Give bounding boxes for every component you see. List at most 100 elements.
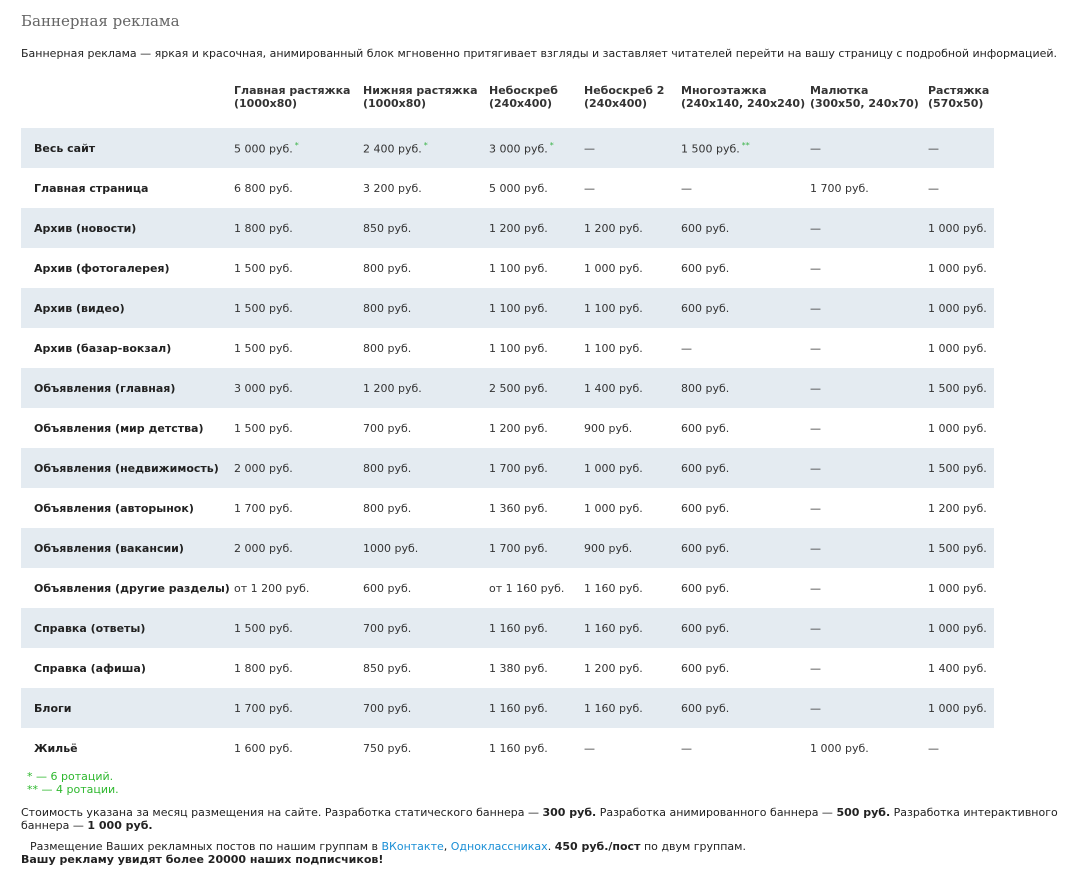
row-label: Архив (видео) [21, 288, 234, 328]
price-cell: 1 800 руб. [234, 208, 363, 248]
price-cell: — [810, 421, 821, 435]
table-row: Справка (ответы) 1 500 руб. 700 руб. 1 160 … [21, 608, 994, 648]
table-row: Архив (фотогалерея) 1 500 руб. 800 руб. 1 1… [21, 248, 994, 288]
price: 1 500 руб. [681, 142, 740, 156]
group-link[interactable]: ВКонтакте [381, 840, 444, 853]
price-emphasis: 450 руб./пост [554, 840, 641, 853]
price-cell: 700 руб. [363, 688, 489, 728]
row-label: Объявления (вакансии) [21, 528, 234, 568]
table-row: Жильё 1 600 руб. 750 руб. 1 160 руб. — — 1 000… [21, 728, 994, 768]
column-size: (1000x80) [363, 97, 427, 110]
row-label: Объявления (другие разделы) [34, 581, 230, 595]
price-cell: 1 000 руб. [810, 741, 869, 755]
price-cell: 1 000 руб. [584, 501, 643, 515]
table-row: Архив (базар-вокзал) 1 500 руб. 800 руб. 1 … [21, 328, 994, 368]
price-cell: — [584, 741, 595, 755]
price-cell: 1 700 руб. [489, 528, 584, 568]
price-cell: 1 500 руб. [928, 528, 994, 568]
price-cell: 850 руб. [363, 661, 412, 675]
price-cell: 600 руб. [681, 501, 730, 515]
price-cell: — [928, 128, 994, 168]
price-cell: — [810, 261, 821, 275]
price-cell: 1 400 руб. [584, 368, 681, 408]
column-size: (240x140, 240x240) [681, 97, 806, 110]
price-cell: — [810, 661, 821, 675]
price-cell: 1 700 руб. [234, 688, 363, 728]
price-emphasis: 1 000 руб. [87, 819, 153, 832]
text-part: по двум группам. [640, 840, 746, 853]
price-cell: 600 руб. [681, 661, 730, 675]
price-cell: 1 500 руб. ** [681, 128, 810, 168]
row-label: Справка (ответы) [21, 608, 234, 648]
row-label: Справка (афиша) [34, 661, 146, 675]
table-row: Весь сайт 5 000 руб. * 2 400 руб. * 3 000 руб… [21, 128, 994, 168]
price-cell: 800 руб. [363, 448, 489, 488]
price-cell: 2 000 руб. [234, 448, 363, 488]
price-cell: 1 500 руб. [234, 288, 363, 328]
price-cell: 1 160 руб. [489, 608, 584, 648]
table-row: Архив (видео) 1 500 руб. 800 руб. 1 100 руб… [21, 288, 994, 328]
column-name: Многоэтажка [681, 84, 767, 97]
table-row: Объявления (другие разделы) от 1 200 руб.… [21, 568, 994, 608]
rotation-mark: * [423, 140, 428, 150]
column-header: Главная растяжка (1000x80) [234, 78, 363, 128]
price-cell: 750 руб. [363, 741, 412, 755]
table-row: Объявления (авторынок) 1 700 руб. 800 руб.… [21, 488, 994, 528]
table-row: Объявления (недвижимость) 2 000 руб. 800 р… [21, 448, 994, 488]
price-cell: 1 500 руб. [234, 341, 293, 355]
column-header: Небоскреб (240x400) [489, 78, 584, 128]
price-cell: 1 000 руб. [928, 341, 987, 355]
price-cell: — [810, 581, 821, 595]
price-cell: 5 000 руб. * [234, 128, 363, 168]
price-cell: — [810, 208, 928, 248]
row-label: Главная страница [34, 181, 149, 195]
price-cell: 1 100 руб. [489, 261, 548, 275]
price-emphasis: 500 руб. [836, 806, 891, 819]
group-link[interactable]: Одноклассниках [450, 840, 548, 853]
column-name: Растяжка [928, 84, 990, 97]
price-cell: 800 руб. [363, 288, 489, 328]
rotation-mark: * [549, 140, 554, 150]
price-cell: — [810, 128, 928, 168]
price-cell: 1 200 руб. [489, 421, 548, 435]
price-cell: 600 руб. [363, 581, 412, 595]
column-name: Небоскреб 2 [584, 84, 665, 97]
price-cell: 800 руб. [681, 368, 810, 408]
price-cell: 1 700 руб. [489, 448, 584, 488]
table-body: Весь сайт 5 000 руб. * 2 400 руб. * 3 000 руб… [21, 128, 994, 768]
text-part: Разработка интерактивного баннера — [21, 806, 1058, 832]
price-cell: 1 160 руб. [584, 608, 681, 648]
footnote: * — 6 ротаций. [27, 770, 114, 783]
price-cell: 1 000 руб. [928, 608, 994, 648]
header-row: Главная растяжка (1000x80) Нижняя растяжка… [21, 78, 994, 128]
price-cell: 1 100 руб. [584, 288, 681, 328]
price-cell: 1 000 руб. [584, 448, 681, 488]
row-label: Архив (базар-вокзал) [34, 341, 172, 355]
column-name: Малютка [810, 84, 869, 97]
column-header: Многоэтажка (240x140, 240x240) [681, 78, 810, 128]
price-cell: — [681, 181, 692, 195]
column-size: (300x50, 240x70) [810, 97, 919, 110]
column-size: (240x400) [489, 97, 553, 110]
price-cell: 1 500 руб. [928, 368, 994, 408]
table-row: Архив (новости) 1 800 руб. 850 руб. 1 200 р… [21, 208, 994, 248]
price-cell: 1 160 руб. [489, 741, 548, 755]
price-cell: 1 200 руб. [584, 661, 643, 675]
price: 5 000 руб. [234, 142, 293, 156]
price-cell: 1 000 руб. [928, 421, 987, 435]
price-cell: 1 500 руб. [234, 261, 293, 275]
rotation-mark: * [294, 140, 299, 150]
price: 3 000 руб. [489, 142, 548, 156]
price-cell: 600 руб. [681, 688, 810, 728]
price-cell: 600 руб. [681, 261, 730, 275]
price-cell: 700 руб. [363, 608, 489, 648]
row-label: Весь сайт [21, 128, 234, 168]
price-cell: 1 400 руб. [928, 661, 987, 675]
price-table: Главная растяжка (1000x80) Нижняя растяжка… [21, 78, 994, 768]
column-name: Главная растяжка [234, 84, 351, 97]
price-cell: — [584, 181, 595, 195]
price-cell: 1 200 руб. [584, 208, 681, 248]
price-cell: 1 200 руб. [363, 368, 489, 408]
column-size: (240x400) [584, 97, 648, 110]
